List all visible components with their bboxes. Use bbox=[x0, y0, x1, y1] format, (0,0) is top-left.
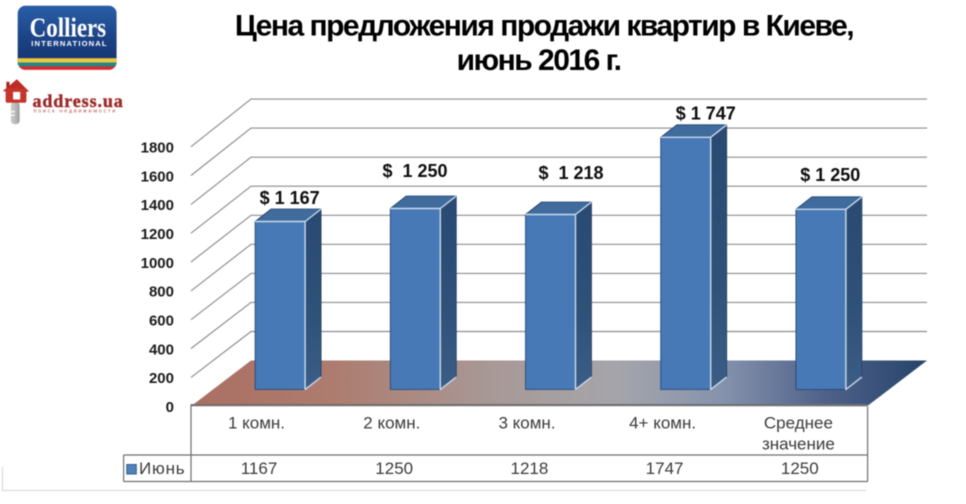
svg-text:1747: 1747 bbox=[646, 459, 684, 478]
svg-text:400: 400 bbox=[149, 341, 174, 358]
svg-text:1 комн.: 1 комн. bbox=[228, 414, 285, 433]
svg-text:1250: 1250 bbox=[375, 459, 413, 478]
svg-text:значение: значение bbox=[762, 434, 835, 453]
svg-text:$ 1 218: $ 1 218 bbox=[538, 163, 603, 183]
svg-text:$ 1 747: $ 1 747 bbox=[676, 103, 736, 123]
svg-text:1800: 1800 bbox=[141, 140, 174, 157]
svg-text:address.ua: address.ua bbox=[33, 91, 124, 111]
svg-text:$ 1 250: $ 1 250 bbox=[800, 165, 860, 185]
svg-text:1218: 1218 bbox=[510, 459, 548, 478]
svg-text:поиск недвижимости: поиск недвижимости bbox=[34, 108, 118, 114]
svg-text:$ 1 167: $ 1 167 bbox=[260, 188, 320, 208]
svg-text:1000: 1000 bbox=[141, 255, 174, 272]
svg-text:200: 200 bbox=[149, 370, 174, 387]
svg-text:1600: 1600 bbox=[141, 168, 174, 185]
svg-text:1200: 1200 bbox=[141, 226, 174, 243]
svg-text:1250: 1250 bbox=[781, 459, 819, 478]
svg-text:июнь 2016 г.: июнь 2016 г. bbox=[457, 44, 621, 77]
svg-text:600: 600 bbox=[149, 313, 174, 330]
svg-text:1167: 1167 bbox=[241, 459, 278, 478]
svg-text:0: 0 bbox=[166, 399, 174, 416]
svg-text:800: 800 bbox=[149, 284, 174, 301]
svg-text:Июнь: Июнь bbox=[139, 459, 185, 478]
svg-text:2 комн.: 2 комн. bbox=[363, 414, 420, 433]
svg-text:INTERNATIONAL: INTERNATIONAL bbox=[31, 39, 107, 48]
svg-text:3 комн.: 3 комн. bbox=[498, 414, 555, 433]
svg-text:1400: 1400 bbox=[141, 197, 174, 214]
svg-text:Цена предложения продажи кварт: Цена предложения продажи квартир в Киеве… bbox=[235, 10, 853, 43]
svg-text:$ 1 250: $ 1 250 bbox=[382, 161, 447, 181]
svg-text:Colliers: Colliers bbox=[30, 14, 107, 43]
svg-text:4+ комн.: 4+ комн. bbox=[629, 414, 696, 433]
svg-text:Среднее: Среднее bbox=[764, 414, 833, 433]
